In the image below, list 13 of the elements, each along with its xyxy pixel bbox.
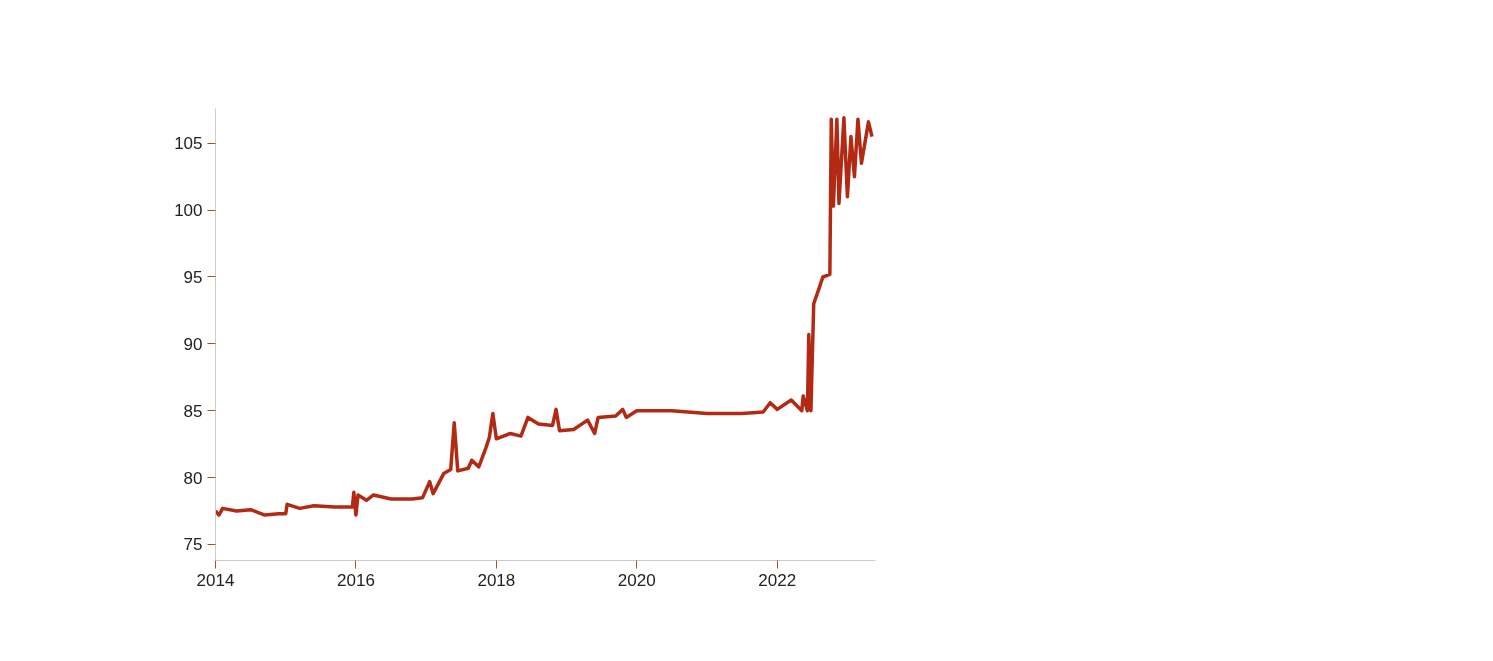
line-series (215, 116, 874, 517)
y-tick-label: 85 (183, 401, 203, 421)
y-tick-label: 100 (174, 201, 203, 221)
y-tick-label: 105 (174, 134, 203, 154)
x-tick-label: 2016 (337, 570, 375, 590)
y-tick-label: 80 (183, 468, 203, 488)
y-tick-label: 90 (183, 334, 203, 354)
x-tick-label: 2022 (758, 570, 797, 590)
y-tick-label: 75 (183, 535, 203, 555)
x-tick-label: 2020 (617, 570, 656, 590)
x-tick-label: 2014 (196, 570, 235, 590)
x-tick-label: 2018 (477, 570, 516, 590)
y-tick-label: 95 (183, 268, 203, 287)
